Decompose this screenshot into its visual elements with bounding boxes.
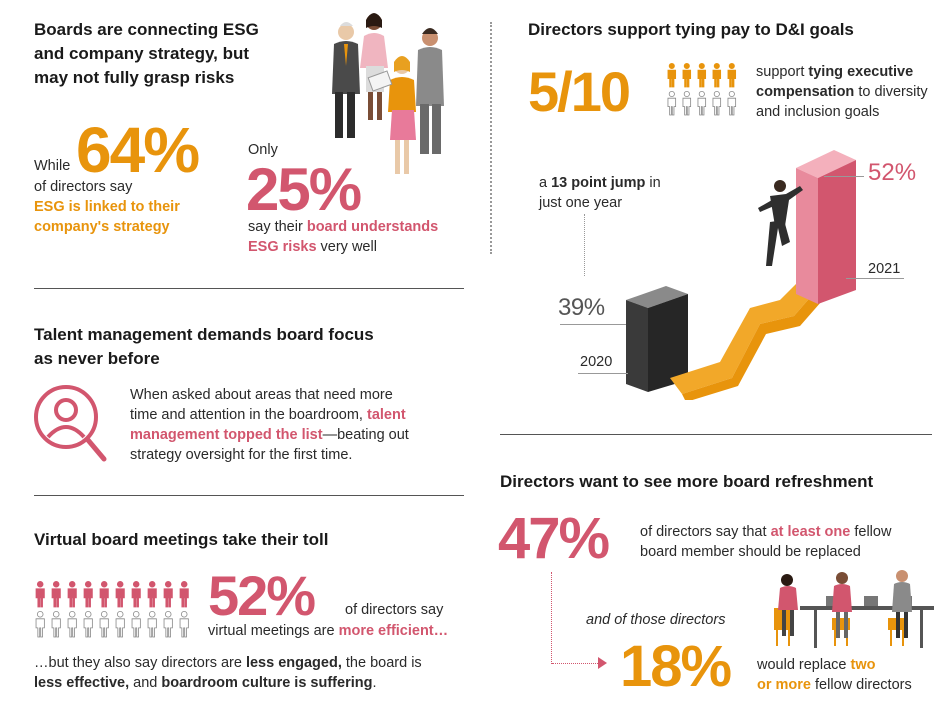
arrow-right-icon: [598, 657, 607, 669]
stat5-text2: would replace two or more fellow directo…: [757, 657, 912, 693]
jump-annotation: a 13 point jump in just one year: [539, 175, 661, 211]
person-empty-icon: [727, 90, 737, 116]
person-empty-icon: [667, 90, 677, 116]
stat4-text: support tying executive compensation to …: [756, 64, 928, 120]
board-meeting-illustration: [774, 570, 934, 648]
stat5-value2: 18%: [620, 634, 732, 699]
stat2-value: 25%: [246, 156, 362, 223]
divider-right-1: [500, 434, 932, 435]
business-people-illustration: [332, 13, 444, 174]
person-empty-icon: [99, 610, 109, 638]
person-empty-icon: [682, 90, 692, 116]
section3-bottom: …but they also say directors are less en…: [34, 655, 422, 691]
stat4-value: 5/10: [528, 60, 631, 123]
person-filled-icon: [147, 580, 157, 608]
column-separator: [490, 22, 492, 254]
stat3-text1: of directors say: [345, 602, 444, 618]
section2-body: When asked about areas that need more ti…: [130, 387, 409, 463]
section3-heading: Virtual board meetings take their toll: [34, 530, 329, 549]
divider-left-1: [34, 288, 464, 289]
bar-2020-year-leader: [578, 373, 628, 374]
bar-2021-value: 52%: [868, 159, 917, 186]
person-empty-icon: [115, 610, 125, 638]
person-empty-icon: [712, 90, 722, 116]
stat1-prefix: While: [34, 158, 71, 174]
refresh-dotted-arrow: [552, 663, 600, 664]
section1-heading: Boards are connecting ESG and company st…: [34, 20, 259, 87]
stat5-value1: 47%: [498, 506, 610, 571]
person-filled-icon: [727, 62, 737, 88]
people-grid-icon-5of10: [667, 62, 737, 116]
person-filled-icon: [83, 580, 93, 608]
stat1-text: of directors say ESG is linked to their …: [34, 179, 180, 235]
person-filled-icon: [131, 580, 141, 608]
person-filled-icon: [682, 62, 692, 88]
stat3-value: 52%: [208, 564, 316, 627]
person-empty-icon: [179, 610, 189, 638]
stat2-prefix: Only: [248, 142, 278, 158]
bar-2020-year: 2020: [580, 354, 613, 370]
person-empty-icon: [83, 610, 93, 638]
person-filled-icon: [667, 62, 677, 88]
person-empty-icon: [51, 610, 61, 638]
jump-annotation-dotted-line: [584, 214, 585, 276]
person-filled-icon: [712, 62, 722, 88]
stat1-value: 64%: [76, 114, 200, 186]
person-filled-icon: [179, 580, 189, 608]
person-filled-icon: [99, 580, 109, 608]
section5-heading: Directors want to see more board refresh…: [500, 472, 874, 491]
person-filled-icon: [115, 580, 125, 608]
bar-2020-value: 39%: [558, 294, 605, 321]
person-filled-icon: [67, 580, 77, 608]
growth-chart-illustration: [626, 150, 856, 400]
person-filled-icon: [697, 62, 707, 88]
person-empty-icon: [131, 610, 141, 638]
talent-search-icon: [34, 385, 107, 462]
stat5-text1: of directors say that at least one fello…: [640, 524, 892, 560]
person-filled-icon: [51, 580, 61, 608]
refresh-dotted-line: [551, 572, 552, 664]
person-empty-icon: [697, 90, 707, 116]
people-grid-icon-52: [35, 580, 189, 638]
person-filled-icon: [163, 580, 173, 608]
person-empty-icon: [147, 610, 157, 638]
bar-2021-year-leader: [846, 278, 904, 279]
stat3-text2: virtual meetings are more efficient…: [208, 623, 449, 639]
person-empty-icon: [67, 610, 77, 638]
bar-2020-leader: [560, 324, 626, 325]
stat2-text: say their board understands ESG risks ve…: [248, 219, 439, 255]
section4-heading: Directors support tying pay to D&I goals: [528, 20, 854, 39]
section2-heading: Talent management demands board focus as…: [34, 325, 374, 368]
person-empty-icon: [35, 610, 45, 638]
person-filled-icon: [35, 580, 45, 608]
bar-2021-leader: [824, 176, 864, 177]
bar-2021-year: 2021: [868, 261, 901, 277]
person-empty-icon: [163, 610, 173, 638]
divider-left-2: [34, 495, 464, 496]
stat5-italic: and of those directors: [586, 612, 726, 628]
